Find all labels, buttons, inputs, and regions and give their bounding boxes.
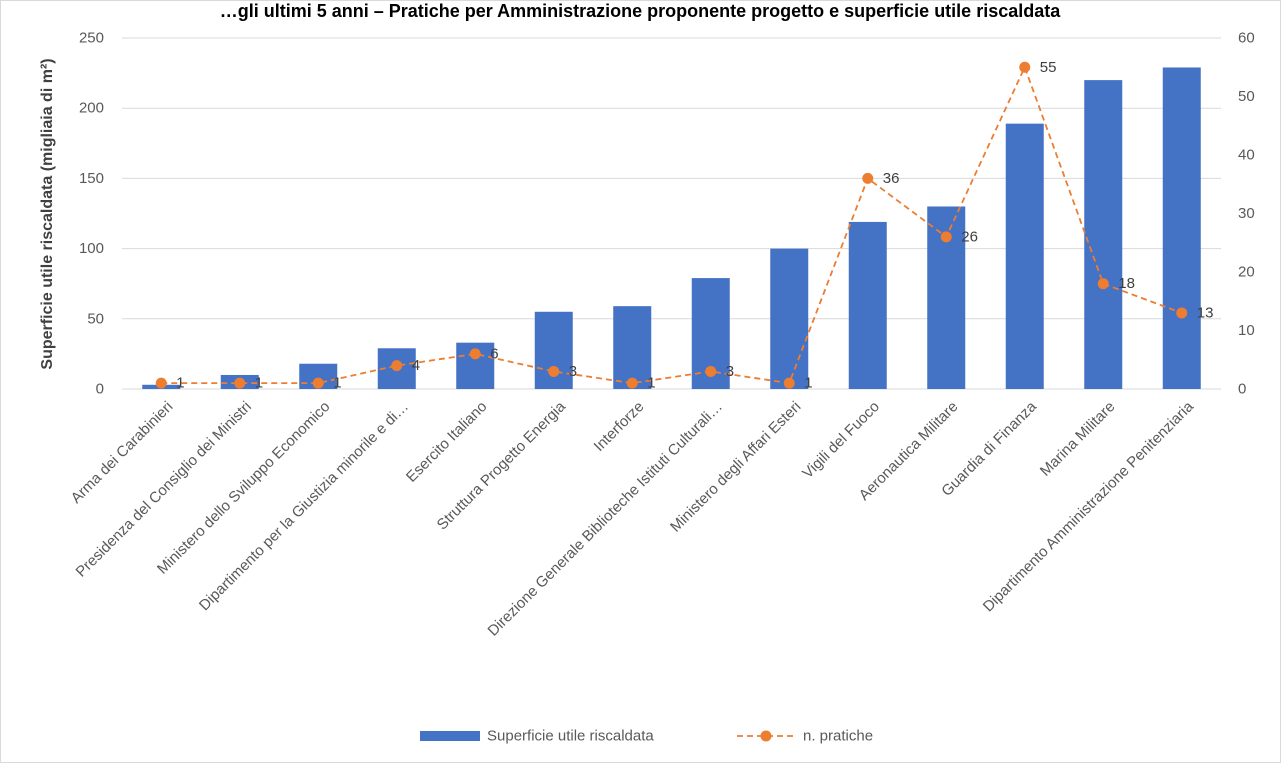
line-point — [705, 365, 717, 377]
data-label: 3 — [726, 363, 734, 380]
line-point — [1176, 307, 1188, 319]
line-point — [234, 377, 246, 389]
bar — [1084, 80, 1123, 390]
data-label: 1 — [647, 375, 655, 392]
data-label: 13 — [1197, 304, 1214, 321]
left-axis-ticks: 0 50 100 150 200 250 — [79, 30, 104, 398]
category-label: Vigili del Fuoco — [799, 398, 883, 482]
data-label: 26 — [961, 228, 978, 245]
category-label: Esercito Italiano — [403, 398, 490, 485]
y2-tick-label: 40 — [1238, 147, 1255, 164]
y-tick-label: 50 — [87, 310, 104, 327]
line-point — [1097, 278, 1109, 290]
y2-tick-label: 30 — [1238, 205, 1255, 222]
y-tick-label: 0 — [96, 381, 104, 398]
y-tick-label: 250 — [79, 30, 104, 47]
gridlines — [122, 37, 1221, 390]
data-label: 18 — [1118, 275, 1135, 292]
data-label: 36 — [883, 170, 900, 187]
chart-title: …gli ultimi 5 anni – Pratiche per Ammini… — [220, 1, 1061, 21]
y-tick-label: 100 — [79, 240, 104, 257]
data-label: 1 — [176, 375, 184, 392]
line-point — [391, 360, 403, 372]
category-label: Struttura Progetto Energia — [434, 398, 570, 534]
category-label: Ministero dello Sviluppo Economico — [154, 398, 333, 577]
line-point — [940, 231, 952, 243]
y2-tick-label: 10 — [1238, 322, 1255, 339]
line-point — [548, 365, 560, 377]
line-series — [155, 61, 1188, 389]
category-label: Ministero degli Affari Esteri — [667, 398, 804, 535]
line-point — [862, 172, 874, 184]
line-path — [161, 64, 1183, 385]
y-axis-title: Superficie utile riscaldata (migliaia di… — [39, 58, 56, 369]
y-tick-label: 200 — [79, 100, 104, 117]
y-tick-label: 150 — [79, 170, 104, 187]
line-point — [155, 377, 167, 389]
legend-label-bar: Superficie utile riscaldata — [487, 728, 654, 745]
data-label: 1 — [255, 375, 263, 392]
bar — [613, 306, 652, 389]
bar-series — [142, 67, 1201, 390]
line-point — [469, 348, 481, 360]
bar — [770, 248, 809, 389]
data-label: 4 — [412, 357, 420, 374]
y2-tick-label: 50 — [1238, 88, 1255, 105]
bar — [534, 311, 573, 389]
category-label: Presidenza del Consiglio dei Ministri — [73, 398, 255, 580]
y2-tick-label: 60 — [1238, 30, 1255, 47]
legend-label-line: n. pratiche — [803, 728, 873, 745]
right-axis-ticks: 0 10 20 30 40 50 60 — [1238, 30, 1255, 398]
bar — [1162, 67, 1201, 389]
legend: Superficie utile riscaldata n. pratiche — [420, 728, 873, 745]
line-point — [626, 377, 638, 389]
data-label: 6 — [490, 345, 498, 362]
legend-marker-line — [760, 730, 772, 742]
line-point — [1019, 61, 1031, 73]
data-label: 1 — [333, 375, 341, 392]
category-label: Marina Militare — [1037, 398, 1119, 480]
category-label: Interforze — [591, 398, 648, 455]
line-point — [312, 377, 324, 389]
bar — [1005, 123, 1044, 390]
y2-tick-label: 20 — [1238, 264, 1255, 281]
data-label: 55 — [1040, 59, 1057, 76]
line-point — [783, 377, 795, 389]
y2-tick-label: 0 — [1238, 381, 1246, 398]
legend-swatch-bar — [420, 731, 480, 741]
data-label: 1 — [804, 375, 812, 392]
data-label: 3 — [569, 363, 577, 380]
bar — [848, 221, 887, 389]
